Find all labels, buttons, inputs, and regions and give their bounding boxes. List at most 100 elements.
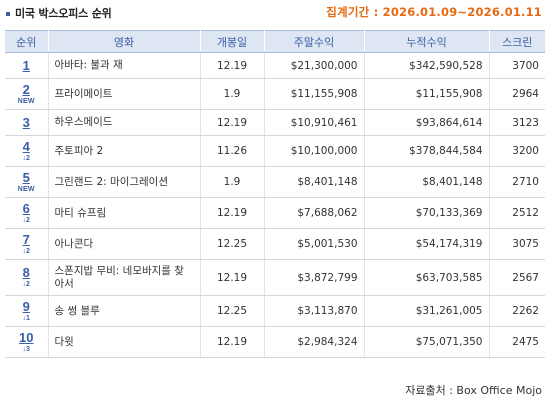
weekend-gross-cell: $5,001,530 (264, 228, 365, 260)
total-gross-cell: $93,864,614 (364, 109, 490, 136)
rank-number[interactable]: 1 (22, 57, 30, 73)
release-date-cell: 12.19 (200, 197, 265, 229)
col-header-screens: 스크린 (489, 30, 545, 53)
weekend-gross-cell: $21,300,000 (264, 52, 365, 79)
total-gross-cell: $378,844,584 (364, 135, 490, 167)
rank-number[interactable]: 3 (22, 114, 30, 130)
rank-number[interactable]: 5 (22, 169, 30, 185)
release-date-cell: 11.26 (200, 135, 265, 167)
movie-title[interactable]: 하우스메이드 (54, 116, 113, 128)
rank-number[interactable]: 6 (22, 200, 30, 216)
movie-title[interactable]: 다윗 (54, 335, 74, 348)
table-row: 10 ↓3 다윗 12.19 $2,984,324 $75,071,350 2475 (5, 326, 545, 358)
release-date-cell: 1.9 (200, 166, 265, 198)
rank-change-down: ↓1 (22, 314, 30, 322)
new-entry-badge: NEW (17, 97, 35, 105)
total-gross-cell: $11,155,908 (364, 78, 490, 110)
col-header-release: 개봉일 (200, 30, 265, 53)
release-date-cell: 1.9 (200, 78, 265, 110)
rank-cell: 2 NEW (5, 78, 49, 110)
screens-cell: 2567 (489, 259, 545, 296)
table-row: 6 ↓2 마티 슈프림 12.19 $7,688,062 $70,133,369 2512 (5, 197, 545, 229)
table-row: 3 하우스메이드 12.19 $10,910,461 $93,864,614 3123 (5, 109, 545, 136)
rank-number[interactable]: 8 (22, 265, 30, 280)
movie-title-cell[interactable]: 아바타: 불과 재 (48, 52, 201, 79)
total-gross-cell: $75,071,350 (364, 326, 490, 358)
rank-change-down: ↓3 (22, 345, 30, 353)
screens-cell: 2710 (489, 166, 545, 198)
rank-cell: 8 ↓2 (5, 259, 49, 296)
release-date-cell: 12.19 (200, 52, 265, 79)
movie-title-cell[interactable]: 스폰지밥 무비: 네모바지를 찾아서 (48, 259, 201, 296)
table-row: 2 NEW 프라이메이트 1.9 $11,155,908 $11,155,908 2964 (5, 78, 545, 110)
screens-cell: 2475 (489, 326, 545, 358)
weekend-gross-cell: $3,872,799 (264, 259, 365, 296)
total-gross-cell: $70,133,369 (364, 197, 490, 229)
release-date-cell: 12.19 (200, 326, 265, 358)
rank-cell: 3 (5, 109, 49, 136)
period-value: 2026.01.09~2026.01.11 (382, 5, 542, 19)
period-separator: : (373, 5, 383, 19)
weekend-gross-cell: $3,113,870 (264, 295, 365, 327)
weekend-gross-cell: $11,155,908 (264, 78, 365, 110)
movie-title[interactable]: 마티 슈프림 (54, 206, 107, 219)
rank-number[interactable]: 4 (22, 138, 30, 154)
movie-title-cell[interactable]: 마티 슈프림 (48, 197, 201, 229)
total-gross-cell: $8,401,148 (364, 166, 490, 198)
total-gross-cell: $54,174,319 (364, 228, 490, 260)
rank-cell: 9 ↓1 (5, 295, 49, 327)
weekend-gross-cell: $2,984,324 (264, 326, 365, 358)
movie-title-cell[interactable]: 프라이메이트 (48, 78, 201, 110)
movie-title[interactable]: 아바타: 불과 재 (54, 59, 123, 71)
movie-title[interactable]: 아나콘다 (54, 237, 94, 250)
table-row: 7 ↓2 아나콘다 12.25 $5,001,530 $54,174,319 3075 (5, 228, 545, 260)
table-row: 9 ↓1 송 썽 블루 12.25 $3,113,870 $31,261,005 2262 (5, 295, 545, 327)
table-row: 8 ↓2 스폰지밥 무비: 네모바지를 찾아서 12.19 $3,872,799 $63,… (5, 259, 545, 296)
movie-title-cell[interactable]: 그린랜드 2: 마이그레이션 (48, 166, 201, 198)
weekend-gross-cell: $10,100,000 (264, 135, 365, 167)
rank-change-down: ↓2 (22, 154, 30, 162)
rank-number[interactable]: 7 (22, 231, 30, 247)
col-header-total: 누적수익 (364, 30, 490, 53)
new-entry-badge: NEW (17, 185, 35, 193)
table-header-row: 순위 영화 개봉일 주말수익 누적수익 스크린 (5, 30, 545, 53)
release-date-cell: 12.25 (200, 295, 265, 327)
rank-number[interactable]: 2 (22, 81, 30, 97)
rank-cell: 1 (5, 52, 49, 79)
rank-cell: 10 ↓3 (5, 326, 49, 358)
rank-cell: 5 NEW (5, 166, 49, 198)
movie-title[interactable]: 프라이메이트 (54, 87, 113, 100)
movie-title-cell[interactable]: 송 썽 블루 (48, 295, 201, 327)
movie-title[interactable]: 송 썽 블루 (54, 304, 100, 317)
movie-title-cell[interactable]: 하우스메이드 (48, 109, 201, 136)
weekend-gross-cell: $7,688,062 (264, 197, 365, 229)
rank-number[interactable]: 10 (19, 329, 34, 345)
rank-change-down: ↓2 (22, 216, 30, 224)
page-title: 미국 박스오피스 순위 (15, 7, 112, 20)
movie-title[interactable]: 그린랜드 2: 마이그레이션 (54, 175, 169, 188)
bullet-icon (6, 11, 10, 16)
box-office-header: 미국 박스오피스 순위 집계기간 : 2026.01.09~2026.01.11 (0, 0, 550, 24)
period: 집계기간 : 2026.01.09~2026.01.11 (326, 4, 542, 20)
rank-cell: 7 ↓2 (5, 228, 49, 260)
rank-number[interactable]: 9 (22, 298, 30, 314)
movie-title-cell[interactable]: 다윗 (48, 326, 201, 358)
rank-cell: 4 ↓2 (5, 135, 49, 167)
col-header-weekend: 주말수익 (264, 30, 365, 53)
title-wrap: 미국 박스오피스 순위 (6, 5, 112, 21)
table-row: 4 ↓2 주토피아 2 11.26 $10,100,000 $378,844,584 320… (5, 135, 545, 167)
weekend-gross-cell: $8,401,148 (264, 166, 365, 198)
screens-cell: 3123 (489, 109, 545, 136)
screens-cell: 3200 (489, 135, 545, 167)
screens-cell: 3700 (489, 52, 545, 79)
movie-title-cell[interactable]: 주토피아 2 (48, 135, 201, 167)
period-label: 집계기간 (326, 5, 370, 19)
rank-change-down: ↓2 (22, 247, 30, 255)
col-header-movie: 영화 (48, 30, 201, 53)
source-credit: 자료출처 : Box Office Mojo (405, 384, 542, 397)
box-office-table: 순위 영화 개봉일 주말수익 누적수익 스크린 1 아바타: 불과 재 12.19 $… (5, 30, 545, 358)
movie-title[interactable]: 주토피아 2 (54, 144, 104, 157)
screens-cell: 2262 (489, 295, 545, 327)
movie-title-cell[interactable]: 아나콘다 (48, 228, 201, 260)
movie-title[interactable]: 스폰지밥 무비: 네모바지를 찾아서 (54, 264, 184, 290)
